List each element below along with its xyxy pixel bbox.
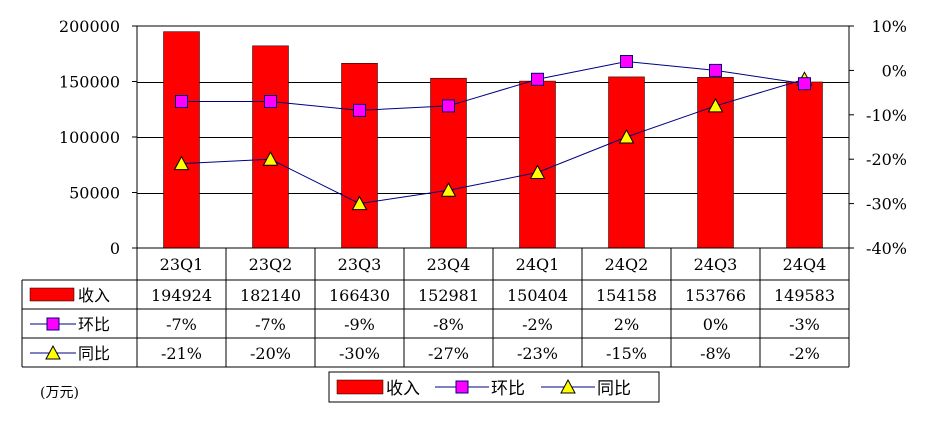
right-axis-tick-label: -40% — [866, 239, 907, 258]
category-label: 24Q4 — [783, 255, 827, 274]
table-row-label-yoy: 同比 — [78, 344, 110, 363]
yoy-marker — [351, 195, 368, 211]
category-label: 24Q1 — [516, 255, 560, 274]
qoq-marker — [620, 55, 633, 69]
table-cell: -9% — [344, 315, 375, 334]
table-cell: -15% — [606, 344, 647, 363]
left-axis-tick-label: 50000 — [69, 184, 120, 203]
table-key-revenue — [29, 287, 75, 302]
legend-label-qoq: 环比 — [491, 379, 525, 399]
table-cell: -2% — [789, 344, 820, 363]
table-cell: -23% — [517, 344, 558, 363]
category-label: 24Q3 — [694, 255, 738, 274]
revenue-bar — [341, 63, 378, 249]
legend-key-yoy-marker — [560, 378, 576, 394]
legend-box — [328, 371, 660, 403]
category-label: 23Q2 — [249, 255, 293, 274]
right-axis-tick-label: -10% — [866, 106, 907, 125]
table-cell: -27% — [428, 344, 469, 363]
table-cell: -3% — [789, 315, 820, 334]
yoy-marker — [618, 128, 635, 144]
table-key-yoy-marker — [45, 344, 61, 360]
table-cell: 153766 — [685, 286, 746, 305]
category-label: 23Q4 — [427, 255, 471, 274]
category-label: 24Q2 — [605, 255, 649, 274]
revenue-bar — [163, 31, 200, 249]
table-cell: 182140 — [240, 286, 301, 305]
legend-label-revenue: 收入 — [386, 379, 420, 399]
legend-key-qoq-marker — [455, 380, 469, 394]
unit-label: (万元) — [40, 385, 79, 401]
table-cell: 0% — [703, 315, 728, 334]
legend-key-revenue — [336, 379, 384, 395]
qoq-marker — [709, 63, 722, 77]
qoq-marker — [531, 72, 544, 86]
right-axis-tick-label: 0% — [882, 61, 907, 80]
table-row-label-revenue: 收入 — [78, 286, 110, 305]
right-axis-tick-label: 10% — [871, 17, 907, 36]
table-cell: 149583 — [774, 286, 835, 305]
table-cell: -8% — [700, 344, 731, 363]
category-label: 23Q1 — [160, 255, 204, 274]
table-cell: 2% — [614, 315, 639, 334]
right-axis-tick-label: -20% — [866, 150, 907, 169]
yoy-marker — [440, 182, 457, 197]
table-cell: 166430 — [329, 286, 390, 305]
qoq-marker — [442, 99, 455, 113]
table-cell: -7% — [166, 315, 197, 334]
qoq-marker — [264, 94, 277, 108]
table-cell: -8% — [433, 315, 464, 334]
table-key-qoq-marker — [46, 317, 60, 331]
table-cell: -30% — [339, 344, 380, 363]
yoy-marker — [173, 155, 190, 171]
left-axis-tick-label: 0 — [110, 239, 120, 258]
table-cell: 150404 — [507, 286, 568, 305]
revenue-bar — [786, 81, 823, 249]
table-cell: 154158 — [596, 286, 657, 305]
left-axis-tick-label: 100000 — [59, 128, 120, 147]
yoy-marker — [707, 97, 724, 113]
right-axis-tick-label: -30% — [866, 195, 907, 214]
left-axis-tick-label: 200000 — [59, 17, 120, 36]
qoq-line — [181, 61, 805, 111]
qoq-marker — [353, 103, 366, 117]
legend-label-yoy: 同比 — [597, 379, 631, 399]
table-row-label-qoq: 环比 — [78, 315, 110, 334]
yoy-line — [181, 78, 805, 205]
yoy-marker — [529, 164, 546, 180]
table-cell: -21% — [161, 344, 202, 363]
table-cell: 152981 — [418, 286, 479, 305]
revenue-bar — [608, 76, 645, 249]
qoq-marker — [175, 94, 188, 108]
category-label: 23Q3 — [338, 255, 382, 274]
table-cell: 194924 — [151, 286, 212, 305]
qoq-marker — [798, 77, 811, 91]
table-cell: -7% — [255, 315, 286, 334]
revenue-bar — [252, 45, 289, 249]
yoy-marker — [262, 151, 279, 166]
table-cell: -20% — [250, 344, 291, 363]
table-cell: -2% — [522, 315, 553, 334]
left-axis-tick-label: 150000 — [59, 73, 120, 92]
